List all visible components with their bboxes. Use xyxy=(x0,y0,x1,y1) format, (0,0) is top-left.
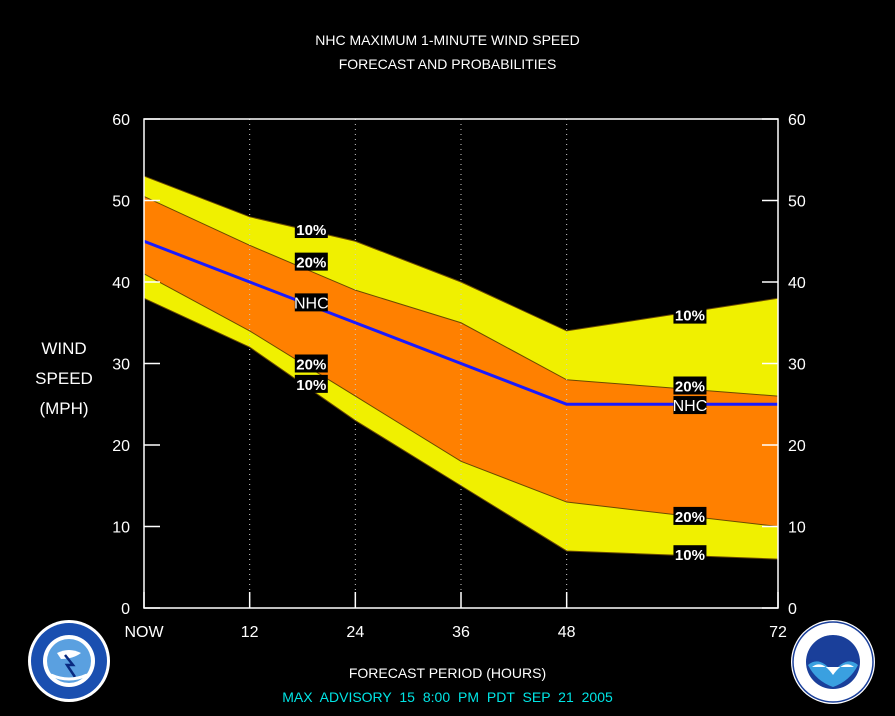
y-tick-label-right-5: 50 xyxy=(788,194,806,211)
series-label-box-4 xyxy=(294,374,328,393)
chart-title-line1: NHC MAXIMUM 1-MINUTE WIND SPEED xyxy=(315,32,580,48)
series-label-8: 20% xyxy=(675,509,705,526)
series-label-9: 10% xyxy=(675,547,705,564)
series-label-5: 10% xyxy=(675,308,705,325)
series-label-box-1 xyxy=(294,252,328,271)
series-label-7: NHC xyxy=(673,398,708,415)
x-tick-label-0: NOW xyxy=(124,624,164,641)
y-tick-label-right-0: 0 xyxy=(788,601,797,618)
y-tick-label-left-5: 50 xyxy=(112,194,130,211)
probability-edge-line-2 xyxy=(143,273,779,527)
y-tick-label-right-6: 60 xyxy=(788,112,806,129)
x-tick-label-4: 48 xyxy=(558,624,576,641)
y-tick-label-left-3: 30 xyxy=(112,357,130,374)
series-label-box-8 xyxy=(673,506,707,525)
series-label-box-3 xyxy=(294,354,328,373)
x-tick-label-3: 36 xyxy=(452,624,470,641)
series-label-box-9 xyxy=(673,545,707,564)
y-axis-label-line2: SPEED xyxy=(35,369,93,388)
series-label-2: NHC xyxy=(294,295,329,312)
y-tick-label-left-4: 40 xyxy=(112,275,130,292)
band-20-percent xyxy=(144,196,778,527)
y-tick-label-left-0: 0 xyxy=(121,601,130,618)
series-label-box-7 xyxy=(673,396,707,415)
probability-edge-line-1 xyxy=(143,195,779,397)
y-tick-label-right-3: 30 xyxy=(788,357,806,374)
y-tick-label-right-2: 20 xyxy=(788,438,806,455)
x-tick-label-1: 12 xyxy=(241,624,259,641)
y-tick-label-left-2: 20 xyxy=(112,438,130,455)
probability-edge-line-3 xyxy=(143,297,779,560)
y-axis-label-line1: WIND xyxy=(41,339,87,358)
probability-edge-line-0 xyxy=(143,175,779,332)
noaa-logo xyxy=(791,620,875,704)
y-tick-label-right-1: 10 xyxy=(788,520,806,537)
y-tick-label-left-1: 10 xyxy=(112,520,130,537)
series-label-box-2 xyxy=(294,293,328,312)
y-axis-label-line3: (MPH) xyxy=(39,399,89,418)
x-axis-label: FORECAST PERIOD (HOURS) xyxy=(348,665,547,681)
series-label-box-0 xyxy=(294,220,328,239)
x-tick-label-2: 24 xyxy=(346,624,364,641)
series-label-1: 20% xyxy=(296,255,326,272)
chart-title-line2: FORECAST AND PROBABILITIES xyxy=(338,56,557,72)
nws-logo xyxy=(28,620,110,702)
series-label-0: 10% xyxy=(296,222,326,239)
y-tick-label-right-4: 40 xyxy=(788,275,806,292)
nhc-forecast-line xyxy=(143,239,778,406)
series-label-6: 20% xyxy=(675,379,705,396)
series-label-box-6 xyxy=(673,376,707,395)
x-tick-label-5: 72 xyxy=(769,624,787,641)
y-tick-label-left-6: 60 xyxy=(112,112,130,129)
series-label-box-5 xyxy=(673,305,707,324)
series-label-3: 20% xyxy=(296,357,326,374)
series-label-4: 10% xyxy=(296,377,326,394)
advisory-line: MAX ADVISORY 15 8:00 PM PDT SEP 21 2005 xyxy=(282,689,613,705)
